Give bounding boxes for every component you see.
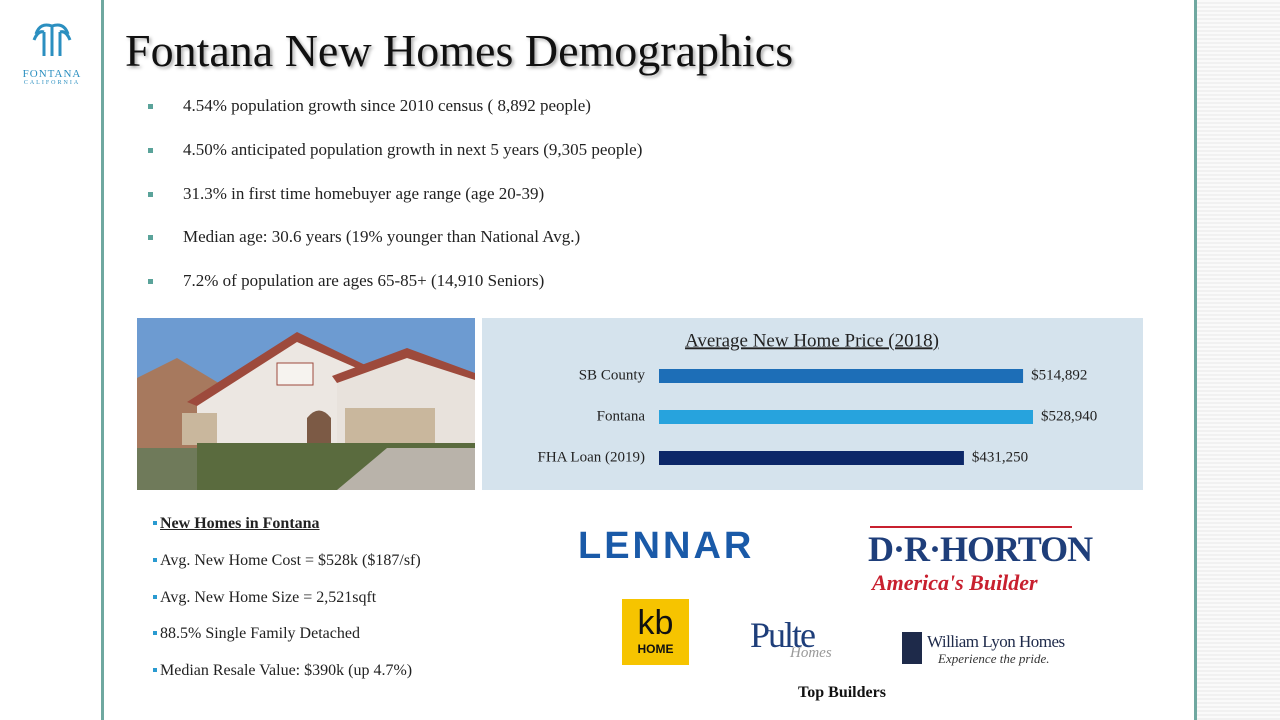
bar — [659, 369, 1024, 383]
bullet-text: 7.2% of population are ages 65-85+ (14,9… — [183, 271, 545, 291]
bar — [659, 451, 964, 465]
horton-tagline: America's Builder — [872, 570, 1038, 595]
lyon-icon — [902, 632, 922, 664]
logo-sub: CALIFORNIA — [23, 80, 81, 86]
details-heading: New Homes in Fontana — [160, 515, 320, 532]
detail-text: Median Resale Value: $390k (up 4.7%) — [160, 662, 413, 680]
bullet-marker — [153, 521, 157, 525]
detail-text: Avg. New Home Cost = $528k ($187/sf) — [160, 552, 421, 569]
horton-logo: D·R·HORTON — [868, 529, 1093, 569]
bullet-marker — [153, 668, 157, 673]
lennar-logo: LENNAR — [578, 525, 755, 567]
bullet-marker — [148, 235, 153, 241]
value-label: $528,940 — [1041, 408, 1097, 424]
pulte-logo-sub: Homes — [790, 645, 832, 661]
detail-text: 88.5% Single Family Detached — [160, 625, 360, 643]
bar — [659, 410, 1033, 424]
title: Fontana New Homes Demographics — [125, 25, 794, 76]
bullet-text: 4.50% anticipated population growth in n… — [183, 139, 643, 159]
side-panel — [1197, 0, 1280, 720]
kb-logo — [622, 599, 689, 665]
bullet-marker — [148, 104, 153, 109]
right-rule — [1194, 0, 1197, 720]
value-label: $514,892 — [1031, 367, 1087, 383]
bullet-marker — [148, 147, 153, 153]
kb-logo-text: kb — [637, 604, 674, 642]
logo-name: FONTANA — [22, 68, 82, 80]
value-label: $431,250 — [972, 449, 1028, 465]
bullet-marker — [153, 631, 157, 636]
bullet-text: Median age: 30.6 years (19% younger than… — [183, 227, 581, 247]
detail-text: Avg. New Home Size = 2,521sqft — [160, 588, 377, 606]
logo-icon — [32, 23, 72, 56]
house-photo — [137, 318, 475, 490]
lyon-tagline: Experience the pride. — [938, 651, 1050, 666]
category-label: Fontana — [597, 408, 646, 424]
chart: Average New Home Price (2018) SB County $… — [482, 318, 1143, 490]
bullet-text: 31.3% in first time homebuyer age range … — [183, 183, 545, 203]
left-rule — [101, 0, 104, 720]
lyon-logo: William Lyon Homes — [927, 632, 1065, 651]
chart-title: Average New Home Price (2018) — [685, 330, 939, 351]
category-label: SB County — [579, 367, 646, 383]
bullet-marker — [148, 279, 153, 285]
pulte-logo: Pulte — [750, 615, 816, 655]
bullet-marker — [148, 191, 153, 197]
category-label: FHA Loan (2019) — [538, 449, 646, 465]
builders-caption: Top Builders — [798, 684, 886, 701]
bullet-marker — [153, 594, 157, 599]
bullet-text: 4.54% population growth since 2010 censu… — [183, 96, 591, 115]
horton-rule — [870, 526, 1072, 528]
kb-logo-sub: HOME — [637, 642, 674, 656]
bullet-marker — [153, 558, 157, 562]
